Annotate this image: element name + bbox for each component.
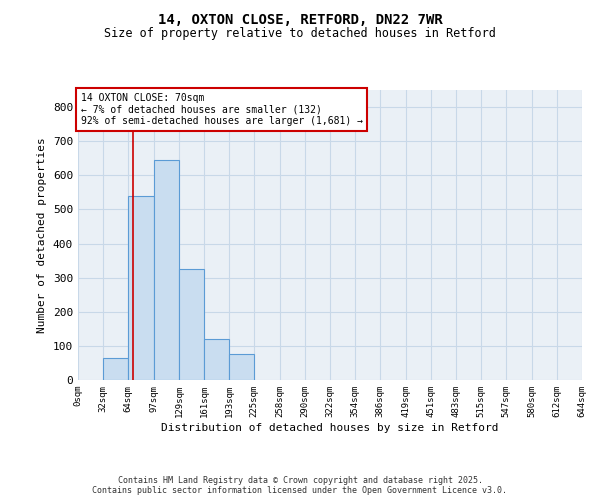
Bar [179, 269, 204, 380]
Bar [154, 160, 179, 380]
Bar [128, 196, 154, 380]
Text: 14, OXTON CLOSE, RETFORD, DN22 7WR: 14, OXTON CLOSE, RETFORD, DN22 7WR [158, 12, 442, 26]
Y-axis label: Number of detached properties: Number of detached properties [37, 137, 47, 333]
Bar [229, 354, 254, 380]
X-axis label: Distribution of detached houses by size in Retford: Distribution of detached houses by size … [161, 422, 499, 432]
Text: 14 OXTON CLOSE: 70sqm
← 7% of detached houses are smaller (132)
92% of semi-deta: 14 OXTON CLOSE: 70sqm ← 7% of detached h… [80, 93, 362, 126]
Text: Size of property relative to detached houses in Retford: Size of property relative to detached ho… [104, 28, 496, 40]
Text: Contains HM Land Registry data © Crown copyright and database right 2025.
Contai: Contains HM Land Registry data © Crown c… [92, 476, 508, 495]
Bar [103, 358, 128, 380]
Bar [204, 339, 229, 380]
